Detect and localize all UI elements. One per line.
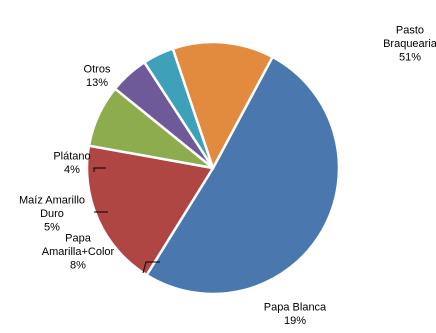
slice-labels: Pasto Braquearia 51% Papa Blanca 19% Papa Amar…: [19, 25, 436, 327]
leader-line-5: [93, 167, 106, 172]
slice-name-3: Amarilla+Color: [42, 246, 115, 258]
slice-label-2: Papa Blanca 19%: [264, 301, 327, 327]
slice-label-1: Pasto Braquearia 51%: [383, 25, 436, 64]
leader-line-3: [142, 261, 160, 274]
slice-value-1: 51%: [399, 52, 421, 64]
slice-name-2: Papa Blanca: [264, 301, 327, 313]
slice-name-3: Papa: [65, 233, 92, 245]
leader-lines: [93, 167, 160, 274]
slice-name-4: Duro: [40, 208, 64, 220]
pie-slice-1: [144, 55, 341, 296]
pie-slice-2: [85, 144, 216, 277]
slice-value-2: 19%: [284, 315, 306, 327]
slice-value-6: 13%: [86, 77, 108, 89]
slice-value-3: 8%: [70, 260, 86, 272]
pie-slice-6: [171, 40, 275, 172]
slice-name-1: Pasto: [396, 25, 424, 37]
slice-label-6: Otros 13%: [84, 63, 111, 89]
slice-label-4: Maíz Amarillo Duro 5%: [19, 195, 85, 234]
pie-slices: [85, 40, 341, 296]
slice-value-5: 4%: [64, 164, 80, 176]
slice-name-5: Plátano: [53, 150, 90, 162]
slice-name-1: Braquearia: [383, 38, 436, 50]
slice-label-3: Papa Amarilla+Color 8%: [42, 233, 115, 272]
slice-name-6: Otros: [84, 63, 111, 75]
slice-label-5: Plátano 4%: [53, 150, 90, 176]
slice-name-4: Maíz Amarillo: [19, 195, 85, 207]
slice-value-4: 5%: [44, 222, 60, 234]
